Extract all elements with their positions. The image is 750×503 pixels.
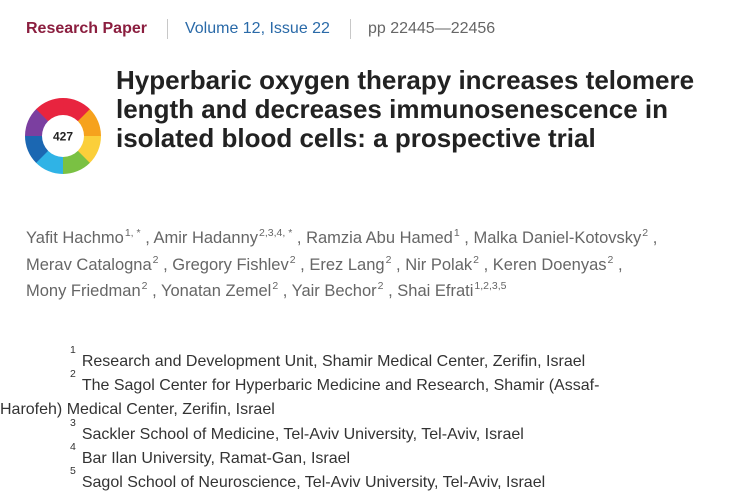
author-name: Merav Catalogna: [26, 255, 152, 274]
author-affiliation-marker: 1, *: [124, 227, 141, 239]
affiliation-number: 1: [70, 344, 76, 356]
affiliation-number: 4: [70, 440, 76, 453]
author-link[interactable]: Mony Friedman2: [26, 280, 148, 300]
author-affiliation-marker: 2: [289, 253, 296, 266]
author-separator: ,: [145, 229, 150, 247]
author-name: Yair Bechor: [291, 282, 377, 300]
affiliation-number: 2: [70, 368, 76, 381]
affiliation-number: 5: [70, 465, 76, 478]
badge-segment: [36, 98, 64, 122]
badge-segment: [77, 109, 101, 137]
author-link[interactable]: Yair Bechor2: [291, 280, 384, 300]
author-separator: ,: [300, 255, 305, 274]
author-name: Gregory Fishlev: [172, 255, 289, 274]
author-affiliation-marker: 2: [377, 280, 384, 292]
affiliation-item: 4 Bar Ilan University, Ramat-Gan, Israel: [70, 440, 730, 471]
author-name: Nir Polak: [405, 255, 473, 274]
affiliation-item: 1 Research and Development Unit, Shamir M…: [70, 344, 730, 374]
author-name: Shai Efrati: [397, 282, 474, 300]
author-separator: ,: [652, 229, 658, 247]
affiliation-item: Harofeh) Medical Center, Zerifin, Israel: [0, 398, 730, 422]
badge-segment: [62, 150, 90, 174]
author-link[interactable]: Yafit Hachmo1, *: [26, 227, 141, 247]
affiliation-item: 5 Sagol School of Neuroscience, Tel-Aviv …: [70, 465, 730, 495]
affiliation-item: 2 The Sagol Center for Hyperbaric Medicin…: [70, 368, 730, 398]
affiliation-text: Research and Development Unit, Shamir Me…: [81, 353, 586, 370]
author-name: Yonatan Zemel: [160, 282, 272, 300]
author-link[interactable]: Nir Polak2: [405, 253, 479, 274]
author-name: Erez Lang: [309, 255, 385, 274]
affiliation-number: 3: [70, 416, 76, 429]
affiliation-item: 3 Sackler School of Medicine, Tel-Aviv Un…: [70, 416, 730, 447]
article-type: Research Paper: [26, 20, 147, 37]
page-range: pp 22445—22456: [367, 20, 496, 37]
article-header: Research Paper Volume 12, Issue 22 pp 22…: [26, 18, 495, 40]
author-name: Malka Daniel-Kotovsky: [473, 229, 642, 247]
author-name: Ramzia Abu Hamed: [306, 229, 453, 247]
author-separator: ,: [152, 282, 157, 300]
author-name: Keren Doenyas: [492, 255, 607, 274]
header-divider: [166, 19, 168, 39]
author-link[interactable]: Ramzia Abu Hamed1: [306, 227, 460, 247]
author-separator: ,: [483, 255, 489, 274]
affiliation-text: Harofeh) Medical Center, Zerifin, Israel: [0, 401, 275, 419]
author-affiliation-marker: 2: [642, 227, 649, 239]
altmetric-donut-icon: 427: [25, 98, 101, 174]
author-link[interactable]: Malka Daniel-Kotovsky2: [473, 227, 649, 247]
author-link[interactable]: Keren Doenyas2: [492, 253, 614, 274]
author-affiliation-marker: 1,2,3,5: [474, 280, 507, 292]
volume-issue-link[interactable]: Volume 12, Issue 22: [184, 20, 330, 37]
author-separator: ,: [617, 255, 623, 274]
author-link[interactable]: Amir Hadanny2,3,4, *: [153, 227, 293, 247]
author-affiliation-marker: 2: [473, 253, 479, 266]
affiliation-text: Sackler School of Medicine, Tel-Aviv Uni…: [81, 425, 524, 443]
altmetric-score: 427: [53, 130, 73, 144]
author-affiliation-marker: 1: [453, 227, 460, 239]
author-link[interactable]: Erez Lang2: [309, 253, 392, 274]
author-affiliation-marker: 2,3,4, *: [259, 227, 293, 239]
author-affiliation-marker: 2: [385, 253, 392, 266]
affiliation-text: The Sagol Center for Hyperbaric Medicine…: [81, 377, 600, 395]
author-link[interactable]: Merav Catalogna2: [26, 253, 159, 274]
author-name: Amir Hadanny: [153, 229, 259, 247]
author-link[interactable]: Shai Efrati1,2,3,5: [397, 280, 507, 300]
affiliation-list: 1 Research and Development Unit, Shamir M…: [0, 344, 730, 495]
author-link[interactable]: Yonatan Zemel2: [160, 280, 279, 300]
author-list: Yafit Hachmo1, * , Amir Hadanny2,3,4, * …: [26, 225, 736, 305]
author-separator: ,: [163, 255, 168, 274]
author-affiliation-marker: 2: [152, 253, 159, 266]
author-separator: ,: [282, 282, 288, 300]
header-divider: [349, 19, 351, 39]
author-separator: ,: [464, 229, 469, 247]
author-name: Yafit Hachmo: [26, 229, 124, 247]
author-affiliation-marker: 2: [272, 280, 279, 292]
altmetric-badge[interactable]: 427: [24, 97, 102, 175]
author-separator: ,: [388, 282, 393, 300]
affiliation-text: Bar Ilan University, Ramat-Gan, Israel: [81, 449, 351, 467]
author-affiliation-marker: 2: [141, 280, 148, 292]
author-link[interactable]: Gregory Fishlev2: [172, 253, 296, 274]
badge-segment: [25, 135, 49, 163]
paper-title: Hyperbaric oxygen therapy increases telo…: [116, 65, 695, 153]
author-name: Mony Friedman: [26, 282, 141, 300]
author-separator: ,: [396, 255, 401, 274]
affiliation-text: Sagol School of Neuroscience, Tel-Aviv U…: [81, 474, 546, 492]
author-separator: ,: [296, 229, 302, 247]
author-affiliation-marker: 2: [607, 253, 614, 266]
